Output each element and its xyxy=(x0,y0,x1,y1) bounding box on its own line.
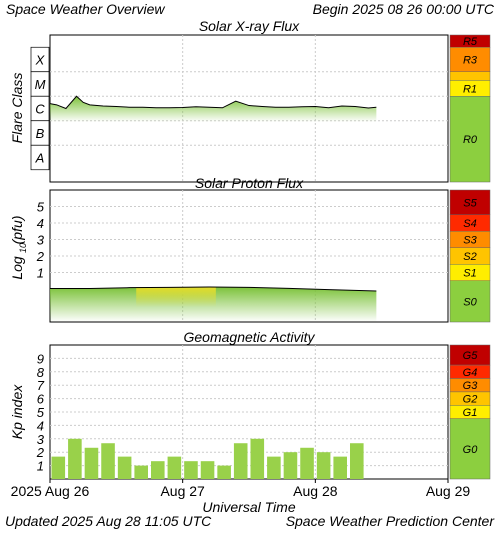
x-tick-label: 2025 Aug 26 xyxy=(11,483,90,499)
xray-ylabel: Flare Class xyxy=(9,73,25,144)
begin-time: Begin 2025 08 26 00:00 UTC xyxy=(312,1,494,17)
flare-class-label: M xyxy=(35,77,46,92)
kp-bar xyxy=(217,465,231,479)
kp-bar xyxy=(151,461,165,479)
proton-ytick: 5 xyxy=(37,200,45,215)
proton-ylabel-unit: (pfu) xyxy=(9,216,25,245)
flare-class-label: A xyxy=(35,151,45,166)
proton-scale-segment xyxy=(449,189,491,215)
kp-plot-area xyxy=(49,344,449,480)
kp-ytick: 9 xyxy=(37,351,44,366)
kp-bar xyxy=(167,456,182,479)
kp-scale-label: G1 xyxy=(463,407,478,419)
xray-flux-line xyxy=(49,95,377,110)
proton-scale-label: S3 xyxy=(463,235,477,247)
proton-ylabel: Log xyxy=(9,256,25,280)
page-title: Space Weather Overview xyxy=(6,1,165,17)
xray-scale-label: R0 xyxy=(463,134,478,146)
kp-bar xyxy=(117,456,132,479)
kp-scale-segment xyxy=(449,418,491,480)
flare-class-box xyxy=(30,144,50,171)
kp-bar xyxy=(316,452,331,479)
x-tick-label: Aug 29 xyxy=(426,483,471,499)
kp-bar xyxy=(300,447,314,479)
kp-ytick: 1 xyxy=(37,459,44,474)
kp-ytick: 3 xyxy=(37,432,45,447)
kp-ytick: 5 xyxy=(37,405,45,420)
xray-scale-segment xyxy=(449,96,491,183)
proton-flux-line xyxy=(50,286,377,292)
xray-flux-area xyxy=(50,96,377,122)
updated-time: Updated 2025 Aug 28 11:05 UTC xyxy=(5,513,212,529)
xray-scale-label: R1 xyxy=(463,83,477,95)
x-tick-label: Aug 27 xyxy=(160,483,205,499)
proton-ytick: 4 xyxy=(37,216,44,231)
kp-bar xyxy=(84,447,99,479)
xray-title: Solar X-ray Flux xyxy=(199,18,300,34)
kp-bar xyxy=(333,456,347,479)
kp-ytick: 2 xyxy=(36,445,45,460)
kp-bar xyxy=(101,443,115,479)
proton-ytick: 1 xyxy=(37,266,44,281)
proton-scale-label: S5 xyxy=(463,197,477,209)
kp-bar xyxy=(68,438,82,479)
proton-scale-label: S0 xyxy=(463,296,477,308)
proton-ytick: 3 xyxy=(37,233,45,248)
proton-title: Solar Proton Flux xyxy=(195,175,304,191)
kp-bar xyxy=(233,443,248,479)
proton-scale-label: S4 xyxy=(463,218,476,230)
kp-ytick: 7 xyxy=(37,378,45,393)
kp-bar xyxy=(184,461,198,479)
kp-bar xyxy=(51,456,66,479)
proton-scale-segment xyxy=(449,280,491,323)
proton-ylabel-sub: 10 xyxy=(18,243,28,253)
kp-scale-label: G0 xyxy=(463,444,479,456)
proton-scale-label: S2 xyxy=(463,251,476,263)
kp-scale-label: G5 xyxy=(463,350,479,362)
kp-title: Geomagnetic Activity xyxy=(184,329,316,345)
x-tick-label: Aug 28 xyxy=(293,483,338,499)
x-axis-label: Universal Time xyxy=(202,499,295,515)
proton-ytick: 2 xyxy=(36,249,45,264)
kp-scale-label: G4 xyxy=(463,367,478,379)
kp-scale-label: G3 xyxy=(463,380,479,392)
xray-scale-label: R5 xyxy=(463,36,478,48)
kp-scale-label: G2 xyxy=(463,394,478,406)
proton-scale-label: S1 xyxy=(463,268,476,280)
kp-ytick: 8 xyxy=(37,365,45,380)
kp-bar xyxy=(283,452,298,479)
kp-bar xyxy=(267,456,281,479)
center-name: Space Weather Prediction Center xyxy=(285,513,494,529)
kp-bar xyxy=(134,465,148,479)
kp-bar xyxy=(200,461,215,479)
kp-ytick: 6 xyxy=(37,392,45,407)
proton-elevated-band xyxy=(136,287,216,307)
xray-scale-segment xyxy=(449,71,491,81)
flare-class-label: B xyxy=(36,126,45,141)
flare-class-label: C xyxy=(35,102,45,117)
xray-scale-label: R3 xyxy=(463,55,478,67)
kp-ytick: 4 xyxy=(37,418,44,433)
kp-ylabel: Kp index xyxy=(9,384,25,439)
flare-class-label: X xyxy=(35,53,46,68)
kp-bar xyxy=(250,438,265,479)
kp-bar xyxy=(350,443,364,479)
